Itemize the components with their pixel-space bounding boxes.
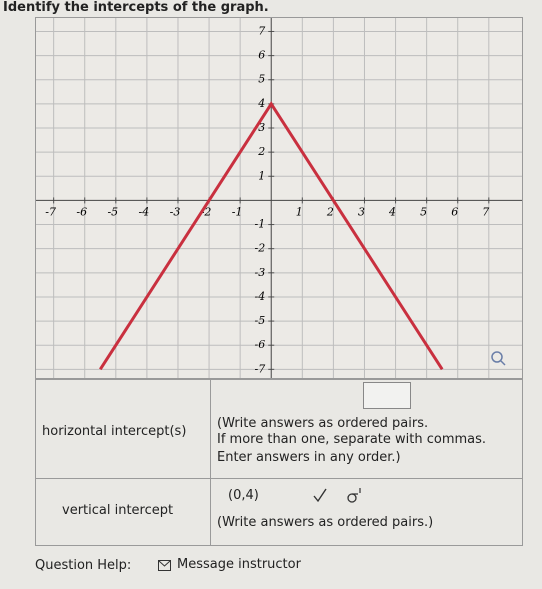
row-label: vertical intercept — [62, 503, 174, 518]
answer-input[interactable] — [363, 382, 411, 409]
x-tick-label: -3 — [170, 205, 181, 218]
prompt: Identify the intercepts of the graph. — [3, 0, 269, 15]
x-tick-label: -1 — [232, 205, 243, 218]
x-tick-label: -2 — [201, 205, 212, 218]
y-tick-label: -1 — [255, 218, 266, 231]
answer-value[interactable]: (0,4) — [228, 488, 259, 503]
help-label: Question Help: — [35, 558, 132, 573]
answer-icons — [313, 488, 361, 503]
check-icon — [313, 488, 327, 503]
x-tick-label: -4 — [139, 205, 150, 218]
x-tick-label: -6 — [76, 205, 87, 218]
instruction: If more than one, separate with commas. — [217, 432, 487, 447]
y-tick-label: 6 — [258, 49, 265, 62]
x-tick-label: 3 — [358, 205, 365, 218]
instruction: (Write answers as ordered pairs.) — [217, 515, 434, 530]
sigma-icon[interactable] — [347, 493, 357, 503]
instruction: Enter answers in any order.) — [217, 450, 401, 465]
y-tick-label: 7 — [258, 24, 265, 37]
y-tick-label: -2 — [255, 242, 266, 255]
y-tick-label: -6 — [255, 338, 266, 351]
x-tick-label: -5 — [107, 205, 118, 218]
message-link[interactable]: Message instructor — [177, 557, 301, 572]
sigma-icon-detail — [352, 488, 361, 495]
zoom-icon[interactable] — [491, 351, 506, 366]
y-tick-label: 1 — [258, 169, 265, 182]
instruction: (Write answers as ordered pairs. — [217, 416, 429, 431]
x-tick-label: 6 — [451, 205, 458, 218]
y-tick-label: -4 — [255, 290, 266, 303]
y-tick-label: 5 — [258, 73, 265, 86]
y-tick-label: 3 — [258, 121, 265, 134]
y-tick-label: -7 — [255, 362, 266, 375]
mail-icon — [158, 560, 171, 571]
x-tick-label: 1 — [296, 205, 303, 218]
x-tick-label: -7 — [45, 205, 56, 218]
y-tick-label: 2 — [257, 145, 265, 158]
x-tick-label: 7 — [482, 205, 489, 218]
x-tick-label: 2 — [326, 205, 334, 218]
y-tick-label: -5 — [255, 314, 266, 327]
y-tick-label: 4 — [257, 97, 265, 110]
cell — [210, 478, 523, 546]
x-tick-label: 5 — [420, 205, 427, 218]
row-label: horizontal intercept(s) — [42, 424, 187, 439]
graph-line — [99, 101, 444, 371]
x-tick-label: 4 — [388, 205, 396, 218]
y-tick-label: -3 — [255, 266, 266, 279]
graph-border — [35, 17, 523, 379]
graph: -7 -6 -5 -4 -3 -2 -1 1 2 3 4 5 6 7 7 6 5 4 3 2 1 -1 -2 -3 -4 -5 -6… — [35, 17, 523, 379]
